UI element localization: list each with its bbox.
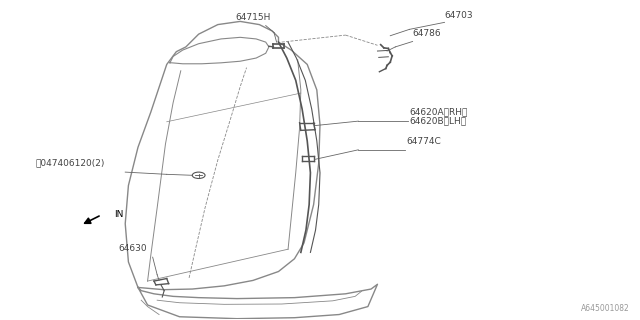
- Text: IN: IN: [115, 210, 124, 219]
- Text: 64620A〈RH〉: 64620A〈RH〉: [410, 107, 468, 116]
- Text: 64703: 64703: [445, 11, 473, 20]
- Text: 64786: 64786: [413, 29, 441, 38]
- Text: A645001082: A645001082: [581, 304, 630, 313]
- Text: 64715H: 64715H: [236, 13, 271, 22]
- Text: 64620B〈LH〉: 64620B〈LH〉: [410, 116, 467, 125]
- Text: Ⓢ047406120(2): Ⓢ047406120(2): [36, 158, 105, 167]
- Text: 64774C: 64774C: [406, 137, 441, 146]
- Text: 64630: 64630: [119, 244, 147, 253]
